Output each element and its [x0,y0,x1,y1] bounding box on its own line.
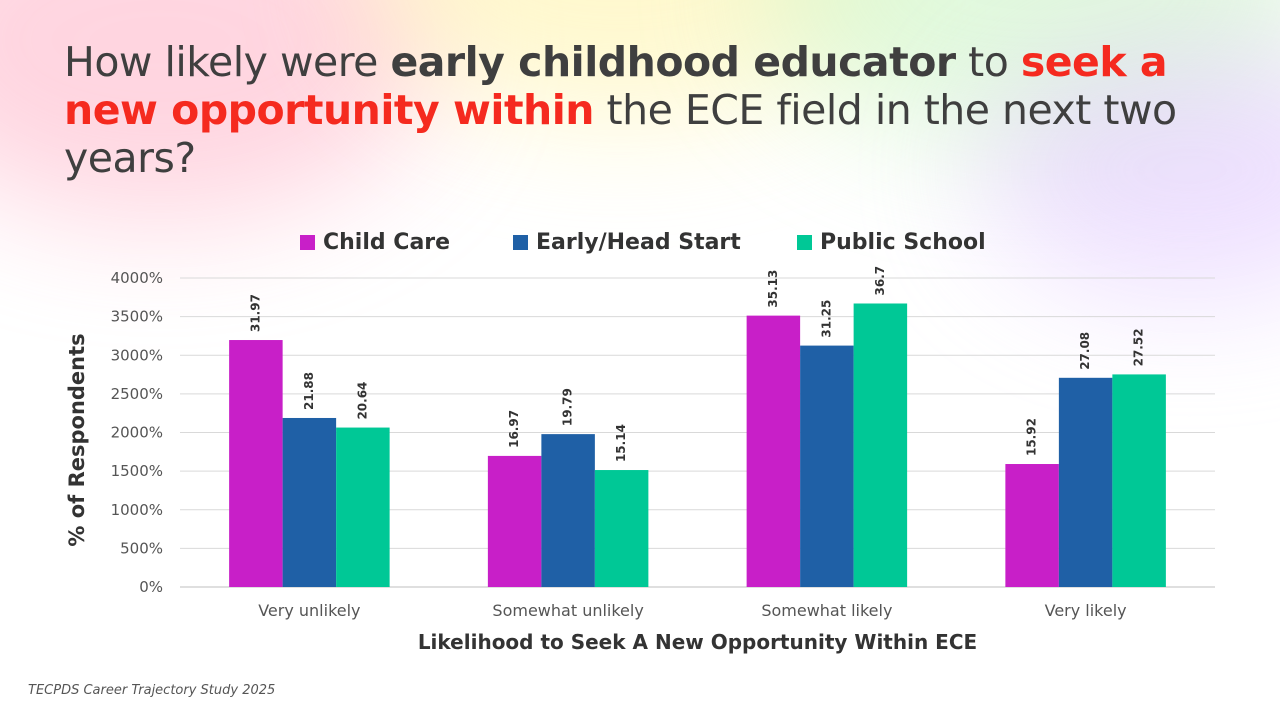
title-part-1: How likely were [64,38,391,86]
data-label: 31.25 [819,300,833,338]
legend-label-child-care: Child Care [323,230,451,255]
slide-title: How likely were early childhood educator… [64,38,1244,182]
title-part-4: seek a new opportunity within [64,38,1168,134]
data-label: 36.7 [873,266,887,296]
bar [800,345,854,587]
x-category-label: Somewhat likely [761,601,892,620]
data-label: 31.97 [248,294,262,332]
legend-swatch-early-head-start [513,235,528,250]
data-label: 21.88 [302,372,316,410]
bar [229,340,283,587]
title-part-2: early childhood educator [390,38,956,86]
x-category-label: Very likely [1045,601,1127,620]
data-label: 27.52 [1132,328,1146,366]
y-tick-label: 3500% [111,308,163,326]
legend-item-child-care: Child Care [300,230,450,255]
bar [1112,374,1166,587]
y-axis-label: % of Respondents [65,333,89,547]
y-axis-ticks: 0% 500% 1000% 1500% 2000% 2500% 3000% 3500% 4000… [111,269,163,596]
x-category-label: Somewhat unlikely [492,601,643,620]
bar [541,434,595,587]
y-tick-label: 1500% [111,462,163,480]
bar [1005,464,1059,587]
bar [746,315,801,587]
bar [336,427,390,587]
data-label: 15.92 [1025,418,1039,456]
data-label: 35.13 [766,270,780,308]
y-tick-label: 2500% [111,385,163,403]
x-category-label: Very unlikely [258,601,360,620]
data-label: 19.79 [561,388,575,426]
x-axis-categories: Very unlikely Somewhat unlikely Somewhat l… [258,601,1126,620]
data-label: 15.14 [614,424,628,462]
data-label: 16.97 [507,410,521,448]
y-tick-label: 500% [120,539,163,557]
x-axis-label: Likelihood to Seek A New Opportunity Wit… [417,630,978,654]
bar [594,470,649,587]
legend-swatch-child-care [300,235,315,250]
legend-label-public-school: Public School [820,230,986,255]
legend-item-public-school: Public School [797,230,986,255]
bars [229,303,1166,587]
legend-swatch-public-school [797,235,812,250]
data-label: 20.64 [355,382,369,420]
legend-item-early-head-start: Early/Head Start [513,230,741,255]
chart-legend: Child Care Early/Head Start Public Schoo… [0,230,1280,260]
bar [853,303,908,587]
legend-label-early-head-start: Early/Head Start [536,230,741,255]
data-labels: 31.97 21.88 20.64 16.97 19.79 15.14 35.13 31.25… [248,266,1145,462]
title-part-5: the ECE field in the next two years? [64,86,1177,182]
y-tick-label: 0% [139,578,163,596]
y-tick-label: 1000% [111,501,163,519]
bar [1058,377,1113,587]
bar [282,417,337,587]
data-label: 27.08 [1078,332,1092,370]
bar [487,455,542,587]
source-footnote: TECPDS Career Trajectory Study 2025 [28,683,276,698]
y-tick-label: 3000% [111,346,163,364]
title-part-3: to [955,38,1021,86]
y-tick-label: 2000% [111,424,163,442]
y-tick-label: 4000% [111,269,163,287]
